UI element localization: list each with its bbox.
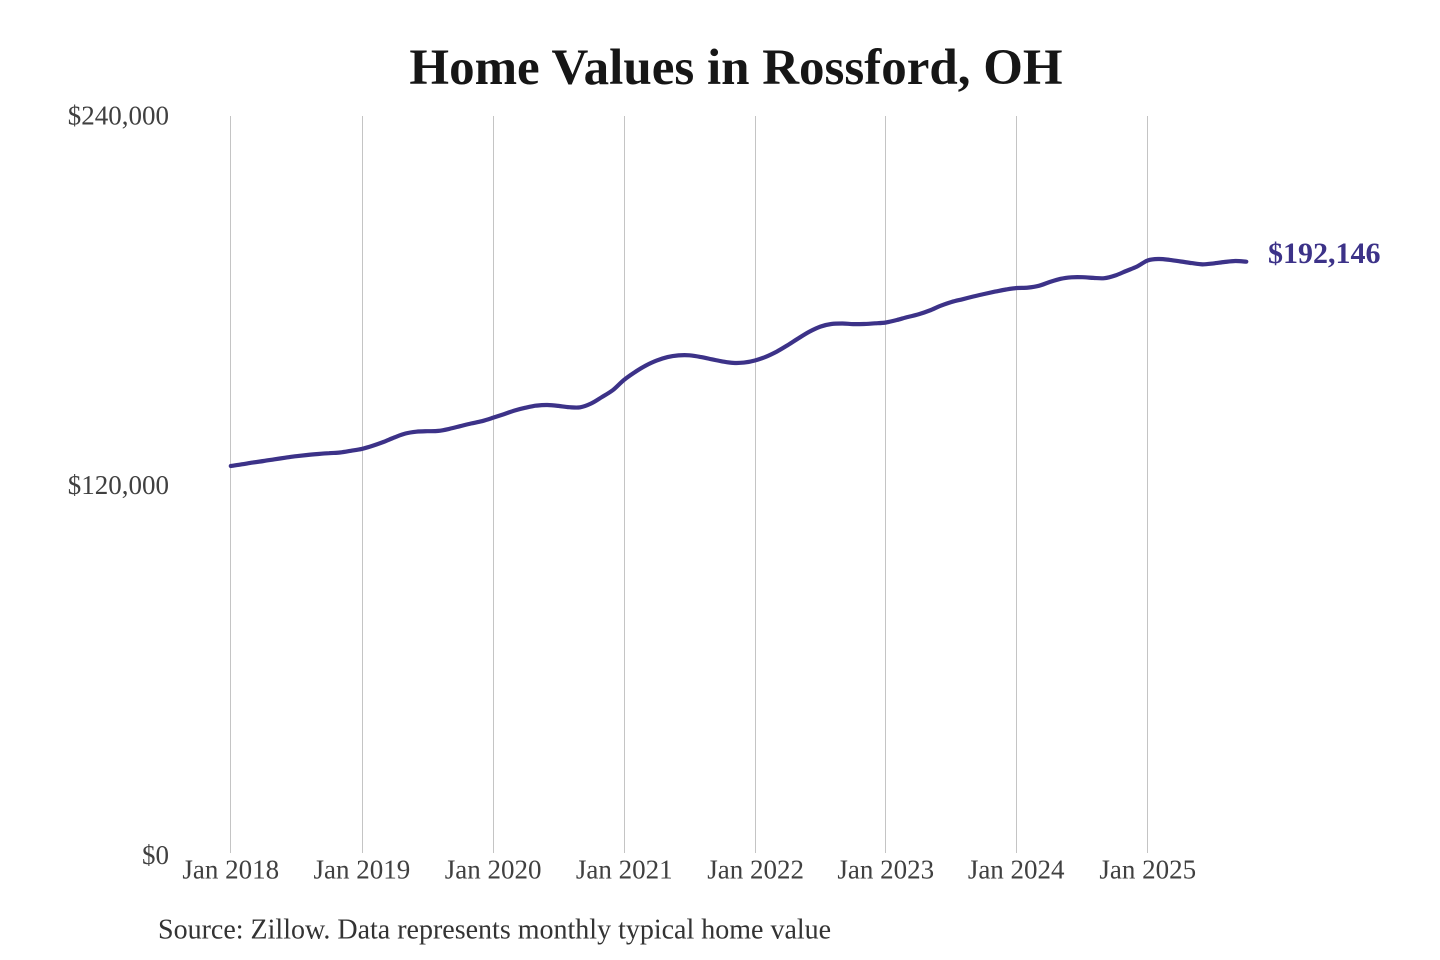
svg-text:Source: Zillow. Data represent: Source: Zillow. Data represents monthly … <box>158 915 831 946</box>
svg-text:$240,000: $240,000 <box>68 101 169 131</box>
svg-text:Jan 2023: Jan 2023 <box>837 855 934 885</box>
svg-text:Jan 2021: Jan 2021 <box>576 855 673 885</box>
svg-text:Home Values in Rossford, OH: Home Values in Rossford, OH <box>409 40 1062 96</box>
svg-text:Jan 2022: Jan 2022 <box>707 855 804 885</box>
svg-text:$0: $0 <box>142 840 169 870</box>
svg-text:Jan 2019: Jan 2019 <box>314 855 411 885</box>
svg-text:Jan 2024: Jan 2024 <box>968 855 1065 885</box>
svg-text:$120,000: $120,000 <box>68 470 169 500</box>
svg-text:Jan 2020: Jan 2020 <box>445 855 542 885</box>
svg-text:Jan 2018: Jan 2018 <box>182 855 279 885</box>
svg-text:$192,146: $192,146 <box>1268 237 1381 270</box>
svg-text:Jan 2025: Jan 2025 <box>1099 855 1196 885</box>
